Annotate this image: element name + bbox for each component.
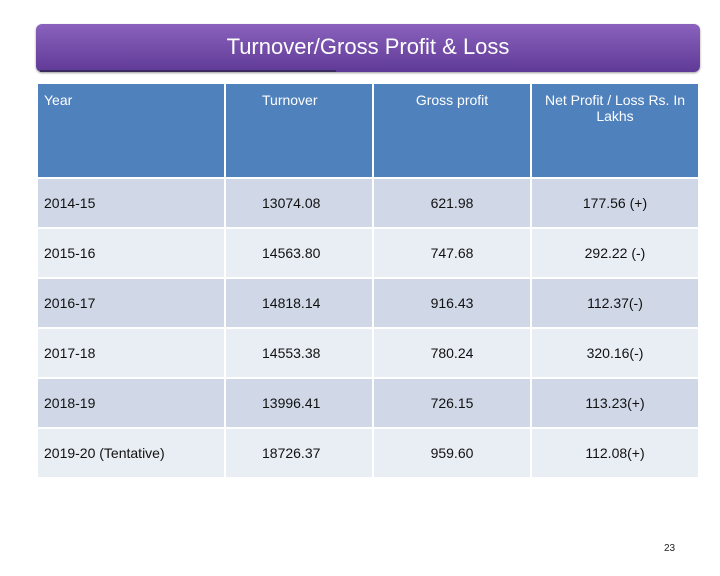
header-gross-profit: Gross profit — [372, 82, 532, 179]
cell-turnover: 14553.38 — [224, 327, 374, 379]
cell-year: 2017-18 — [36, 327, 226, 379]
header-turnover: Turnover — [224, 82, 374, 179]
table-header-row: Year Turnover Gross profit Net Profit / … — [36, 82, 700, 179]
table-row: 2015-16 14563.80 747.68 292.22 (-) — [36, 227, 700, 279]
cell-gross-profit: 916.43 — [372, 277, 532, 329]
slide-title: Turnover/Gross Profit & Loss — [226, 34, 510, 59]
title-underline — [40, 70, 336, 72]
header-net-profit-loss: Net Profit / Loss Rs. In Lakhs — [530, 82, 700, 179]
cell-gross-profit: 747.68 — [372, 227, 532, 279]
cell-turnover: 13996.41 — [224, 377, 374, 429]
table-row: 2017-18 14553.38 780.24 320.16(-) — [36, 327, 700, 379]
cell-gross-profit: 959.60 — [372, 427, 532, 479]
header-year: Year — [36, 82, 226, 179]
cell-year: 2015-16 — [36, 227, 226, 279]
table-row: 2016-17 14818.14 916.43 112.37(-) — [36, 277, 700, 329]
cell-year: 2019-20 (Tentative) — [36, 427, 226, 479]
table-row: 2014-15 13074.08 621.98 177.56 (+) — [36, 177, 700, 229]
cell-turnover: 18726.37 — [224, 427, 374, 479]
financials-table: Year Turnover Gross profit Net Profit / … — [36, 82, 700, 479]
cell-year: 2016-17 — [36, 277, 226, 329]
table-row: 2018-19 13996.41 726.15 113.23(+) — [36, 377, 700, 429]
cell-turnover: 14563.80 — [224, 227, 374, 279]
cell-year: 2018-19 — [36, 377, 226, 429]
cell-net-profit-loss: 320.16(-) — [530, 327, 700, 379]
cell-net-profit-loss: 112.37(-) — [530, 277, 700, 329]
title-bar: Turnover/Gross Profit & Loss — [36, 24, 700, 72]
cell-year: 2014-15 — [36, 177, 226, 229]
table-row: 2019-20 (Tentative) 18726.37 959.60 112.… — [36, 427, 700, 479]
cell-net-profit-loss: 292.22 (-) — [530, 227, 700, 279]
cell-gross-profit: 621.98 — [372, 177, 532, 229]
cell-net-profit-loss: 177.56 (+) — [530, 177, 700, 229]
cell-gross-profit: 726.15 — [372, 377, 532, 429]
cell-net-profit-loss: 113.23(+) — [530, 377, 700, 429]
cell-net-profit-loss: 112.08(+) — [530, 427, 700, 479]
cell-turnover: 13074.08 — [224, 177, 374, 229]
page-number: 23 — [664, 543, 676, 554]
cell-gross-profit: 780.24 — [372, 327, 532, 379]
cell-turnover: 14818.14 — [224, 277, 374, 329]
